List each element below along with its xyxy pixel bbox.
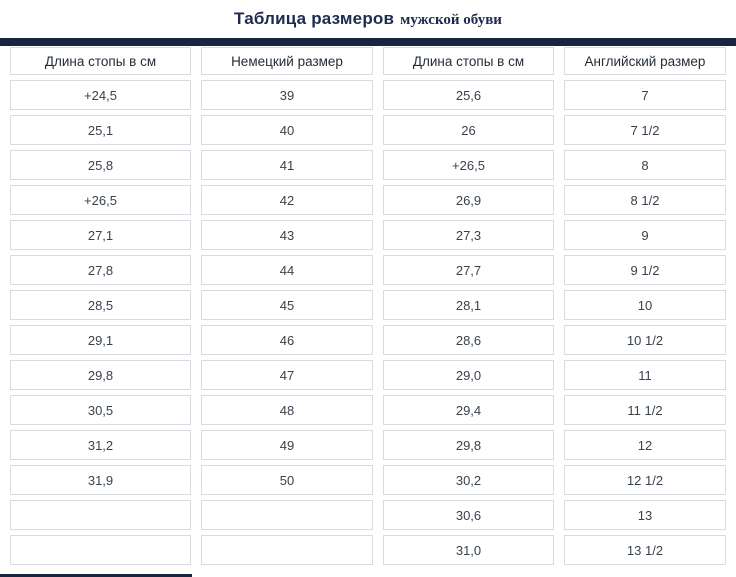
table-cell: 13 [564,500,726,530]
table-cell: 12 [564,430,726,460]
table-cell: 29,8 [383,430,554,460]
table-cell: 11 1/2 [564,395,726,425]
table-cell: +26,5 [383,150,554,180]
column-header-1: Немецкий размер [201,47,373,75]
top-divider-bar [0,38,736,46]
table-cell: 30,5 [10,395,191,425]
table-row: +26,5 42 26,9 8 1/2 [10,185,726,215]
table-cell: 29,0 [383,360,554,390]
table-cell: 25,1 [10,115,191,145]
table-cell: 27,8 [10,255,191,285]
table-cell: 29,8 [10,360,191,390]
page-title-sub: мужской обуви [400,12,502,28]
table-cell: 10 [564,290,726,320]
table-cell: 28,6 [383,325,554,355]
table-cell: 42 [201,185,373,215]
table-row: 31,2 49 29,8 12 [10,430,726,460]
table-cell: 26,9 [383,185,554,215]
table-cell: 29,4 [383,395,554,425]
table-cell: 27,1 [10,220,191,250]
table-cell: 31,2 [10,430,191,460]
table-cell: 13 1/2 [564,535,726,565]
table-row: 25,8 41 +26,5 8 [10,150,726,180]
table-cell: 26 [383,115,554,145]
table-cell: 30,2 [383,465,554,495]
table-cell: 46 [201,325,373,355]
table-row: 30,6 13 [10,500,726,530]
table-cell: 8 [564,150,726,180]
table-cell: 50 [201,465,373,495]
table-row: 28,5 45 28,1 10 [10,290,726,320]
table-row: +24,5 39 25,6 7 [10,80,726,110]
page-title: Таблица размеров мужской обуви [0,9,736,29]
column-header-3: Английский размер [564,47,726,75]
table-cell: 7 [564,80,726,110]
table-cell: 31,0 [383,535,554,565]
table-cell: 43 [201,220,373,250]
table-cell: 30,6 [383,500,554,530]
table-cell: 7 1/2 [564,115,726,145]
shoe-size-table: Длина стопы в см Немецкий размер Длина сто… [0,42,736,570]
table-row: 29,8 47 29,0 11 [10,360,726,390]
table-row: 29,1 46 28,6 10 1/2 [10,325,726,355]
table-cell: 28,5 [10,290,191,320]
table-cell: +24,5 [10,80,191,110]
table-cell: 27,3 [383,220,554,250]
column-header-2: Длина стопы в см [383,47,554,75]
table-cell [201,500,373,530]
table-cell: 25,8 [10,150,191,180]
table-header-row: Длина стопы в см Немецкий размер Длина сто… [10,47,726,75]
table-row: 30,5 48 29,4 11 1/2 [10,395,726,425]
table-cell: 29,1 [10,325,191,355]
table-cell: 41 [201,150,373,180]
table-cell: 10 1/2 [564,325,726,355]
table-cell: 25,6 [383,80,554,110]
table-row: 25,1 40 26 7 1/2 [10,115,726,145]
table-cell: 9 [564,220,726,250]
table-cell: 47 [201,360,373,390]
table-cell: 40 [201,115,373,145]
page-title-main: Таблица размеров [234,9,395,28]
table-row: 27,1 43 27,3 9 [10,220,726,250]
table-cell [10,500,191,530]
table-cell: 11 [564,360,726,390]
bottom-divider-bar [0,574,192,577]
table-cell: 48 [201,395,373,425]
column-header-0: Длина стопы в см [10,47,191,75]
table-cell [201,535,373,565]
table-cell: 45 [201,290,373,320]
table-cell: 44 [201,255,373,285]
table-cell: +26,5 [10,185,191,215]
table-cell: 49 [201,430,373,460]
table-row: 31,9 50 30,2 12 1/2 [10,465,726,495]
table-cell: 28,1 [383,290,554,320]
table-cell [10,535,191,565]
table-cell: 39 [201,80,373,110]
table-cell: 27,7 [383,255,554,285]
table-cell: 9 1/2 [564,255,726,285]
table-cell: 8 1/2 [564,185,726,215]
table-row: 31,0 13 1/2 [10,535,726,565]
table-cell: 31,9 [10,465,191,495]
table-row: 27,8 44 27,7 9 1/2 [10,255,726,285]
table-cell: 12 1/2 [564,465,726,495]
